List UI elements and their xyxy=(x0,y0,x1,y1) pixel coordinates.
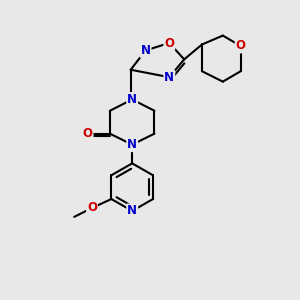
Text: N: N xyxy=(164,71,174,84)
Text: N: N xyxy=(127,93,137,106)
Text: N: N xyxy=(140,44,151,57)
Text: N: N xyxy=(127,138,137,151)
Text: O: O xyxy=(164,37,174,50)
Text: O: O xyxy=(87,202,97,214)
Text: O: O xyxy=(82,127,93,140)
Text: O: O xyxy=(236,40,246,52)
Text: N: N xyxy=(127,204,137,218)
